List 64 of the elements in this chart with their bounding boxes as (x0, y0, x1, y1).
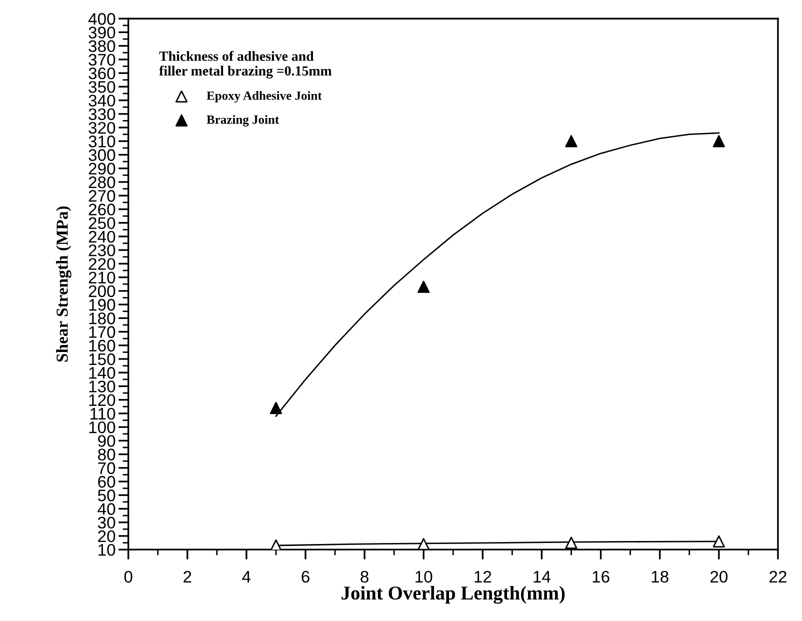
point (565, 135, 578, 148)
x-tick-label: 12 (474, 570, 492, 582)
y-tick-label: 190 (89, 298, 116, 311)
y-tick-label: 200 (88, 285, 116, 298)
y-tick-label: 210 (88, 272, 116, 284)
y-tick-label: 90 (98, 435, 116, 447)
y-axis-title: Shear Strength (MPa) (56, 206, 72, 362)
y-tick-label: 150 (89, 353, 116, 366)
y-tick-label: 250 (88, 217, 116, 230)
y-tick-label: 170 (89, 326, 116, 338)
y-tick-label: 330 (88, 108, 116, 120)
x-tick-label: 20 (710, 570, 728, 583)
y-tick-label: 70 (98, 462, 116, 474)
y-tick-label: 380 (88, 40, 116, 52)
y-tick-label: 310 (88, 136, 116, 148)
y-tick-label: 350 (88, 81, 116, 93)
y-tick-label: 40 (98, 503, 116, 515)
y-tick-label: 220 (88, 258, 116, 270)
y-tick-label: 370 (88, 54, 116, 66)
y-tick-label: 300 (88, 149, 116, 161)
y-tick-label: 360 (88, 67, 116, 80)
x-tick-label: 4 (242, 571, 251, 582)
x-tick-label: 10 (416, 570, 432, 583)
x-tick-label: 22 (770, 570, 786, 582)
y-tick-label: 280 (88, 176, 116, 188)
x-tick-label: 6 (302, 570, 310, 583)
y-tick-label: 10 (98, 544, 116, 556)
y-tick-label: 120 (89, 394, 116, 406)
y-tick-label: 270 (88, 190, 116, 202)
y-tick-label: 180 (89, 312, 116, 324)
y-tick-label: 340 (88, 94, 116, 107)
x-axis-title: Joint Overlap Length(mm) (342, 586, 565, 604)
y-tick-label: 160 (89, 340, 116, 352)
y-tick-label: 240 (88, 230, 116, 243)
y-tick-label: 50 (98, 490, 116, 502)
y-tick-label: 290 (88, 162, 116, 175)
x-tick-label: 8 (360, 570, 368, 583)
x-tick-label: 14 (534, 571, 550, 582)
legend-label: Brazing Joint (206, 115, 280, 126)
x-tick-label: 2 (184, 570, 192, 582)
y-tick-label: 260 (88, 204, 116, 216)
legend-title: Thickness of adhesive and filler metal brazing =0.15mm (159, 50, 332, 79)
y-tick-label: 80 (98, 448, 116, 460)
y-tick-label: 30 (98, 516, 116, 529)
point (712, 535, 725, 548)
y-tick-label: 60 (98, 476, 116, 488)
legend-label: Epoxy Adhesive Joint (206, 91, 322, 102)
point (712, 135, 725, 148)
y-tick-label: 130 (89, 380, 116, 392)
point (565, 536, 578, 549)
x-tick-label: 18 (652, 570, 668, 583)
y-tick-label: 140 (89, 367, 116, 379)
point (418, 280, 430, 293)
y-tick-label: 20 (98, 530, 116, 542)
y-tick-label: 100 (89, 421, 116, 434)
y-tick-label: 320 (88, 122, 116, 134)
x-tick-label: 16 (592, 570, 610, 583)
x-tick-label: 0 (124, 570, 132, 583)
y-tick-label: 390 (88, 26, 116, 38)
y-tick-label: 230 (88, 244, 116, 256)
y-tick-label: 400 (88, 13, 116, 25)
point (418, 538, 430, 550)
point (270, 402, 282, 414)
y-tick-label: 110 (90, 408, 116, 420)
